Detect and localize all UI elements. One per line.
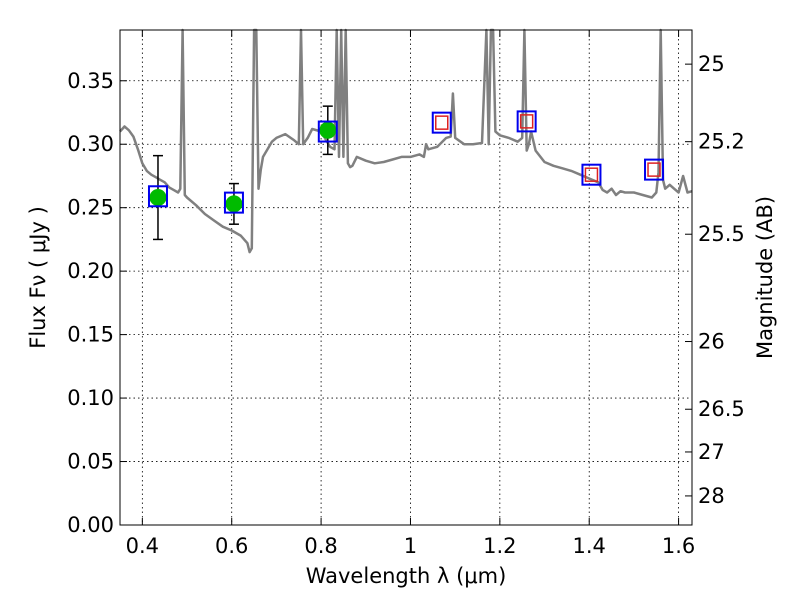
mag-tick-label: 26.5 [698, 397, 745, 421]
mag-tick-label: 26 [698, 330, 725, 354]
y-axis-label: Flux Fν ( μJy ) [26, 206, 50, 349]
x-tick-label: 0.8 [304, 534, 337, 558]
model-flux-box [516, 110, 537, 133]
plot-frame [119, 29, 693, 526]
model-flux-box [223, 191, 244, 214]
sed-curve [119, 28, 693, 254]
model-flux-box [147, 185, 168, 208]
y-tick-label: 0.10 [67, 386, 114, 410]
synthetic-flux-box [647, 162, 661, 177]
synthetic-flux-box [584, 167, 599, 182]
model-flux-box [431, 111, 452, 134]
y-tick-label: 0.30 [67, 132, 114, 156]
y-tick-label: 0.15 [67, 323, 114, 347]
y-tick-label: 0.35 [67, 69, 114, 93]
synthetic-flux-box [519, 114, 534, 129]
marker-layer [147, 105, 665, 241]
observed-flux-point [319, 121, 337, 139]
x-tick-label: 1 [404, 534, 417, 558]
y-tick-label: 0.00 [67, 513, 114, 537]
x-tick-label: 0.6 [215, 534, 248, 558]
mag-tick-label: 28 [698, 484, 725, 508]
x-axis-label: Wavelength λ (μm) [306, 564, 507, 588]
x-tick-label: 1.4 [573, 534, 606, 558]
observed-flux-point [225, 195, 243, 213]
x-tick-label: 1.2 [483, 534, 516, 558]
axis-ticks: 0.4 0.6 0.8 1 1.2 1.4 1.6 0.00 0.05 0.10 0.15 0.20 0… [67, 30, 745, 558]
sed-curve-layer [119, 28, 693, 254]
model-flux-box [644, 158, 665, 181]
mag-tick-label: 25.2 [698, 130, 745, 154]
mag-tick-label: 27 [698, 440, 725, 464]
y-tick-label: 0.25 [67, 196, 114, 220]
mag-tick-label: 25.5 [698, 222, 745, 246]
y-tick-label: 0.20 [67, 259, 114, 283]
synthetic-flux-box [435, 115, 449, 130]
mag-tick-label: 25 [698, 52, 725, 76]
model-flux-box [581, 163, 602, 186]
y-tick-label: 0.05 [67, 450, 114, 474]
observed-flux-point [149, 189, 167, 207]
x-tick-label: 0.4 [126, 534, 159, 558]
x-tick-label: 1.6 [662, 534, 695, 558]
grid-lines [120, 30, 692, 526]
model-flux-box [317, 120, 338, 143]
y2-axis-label: Magnitude (AB) [753, 196, 777, 359]
